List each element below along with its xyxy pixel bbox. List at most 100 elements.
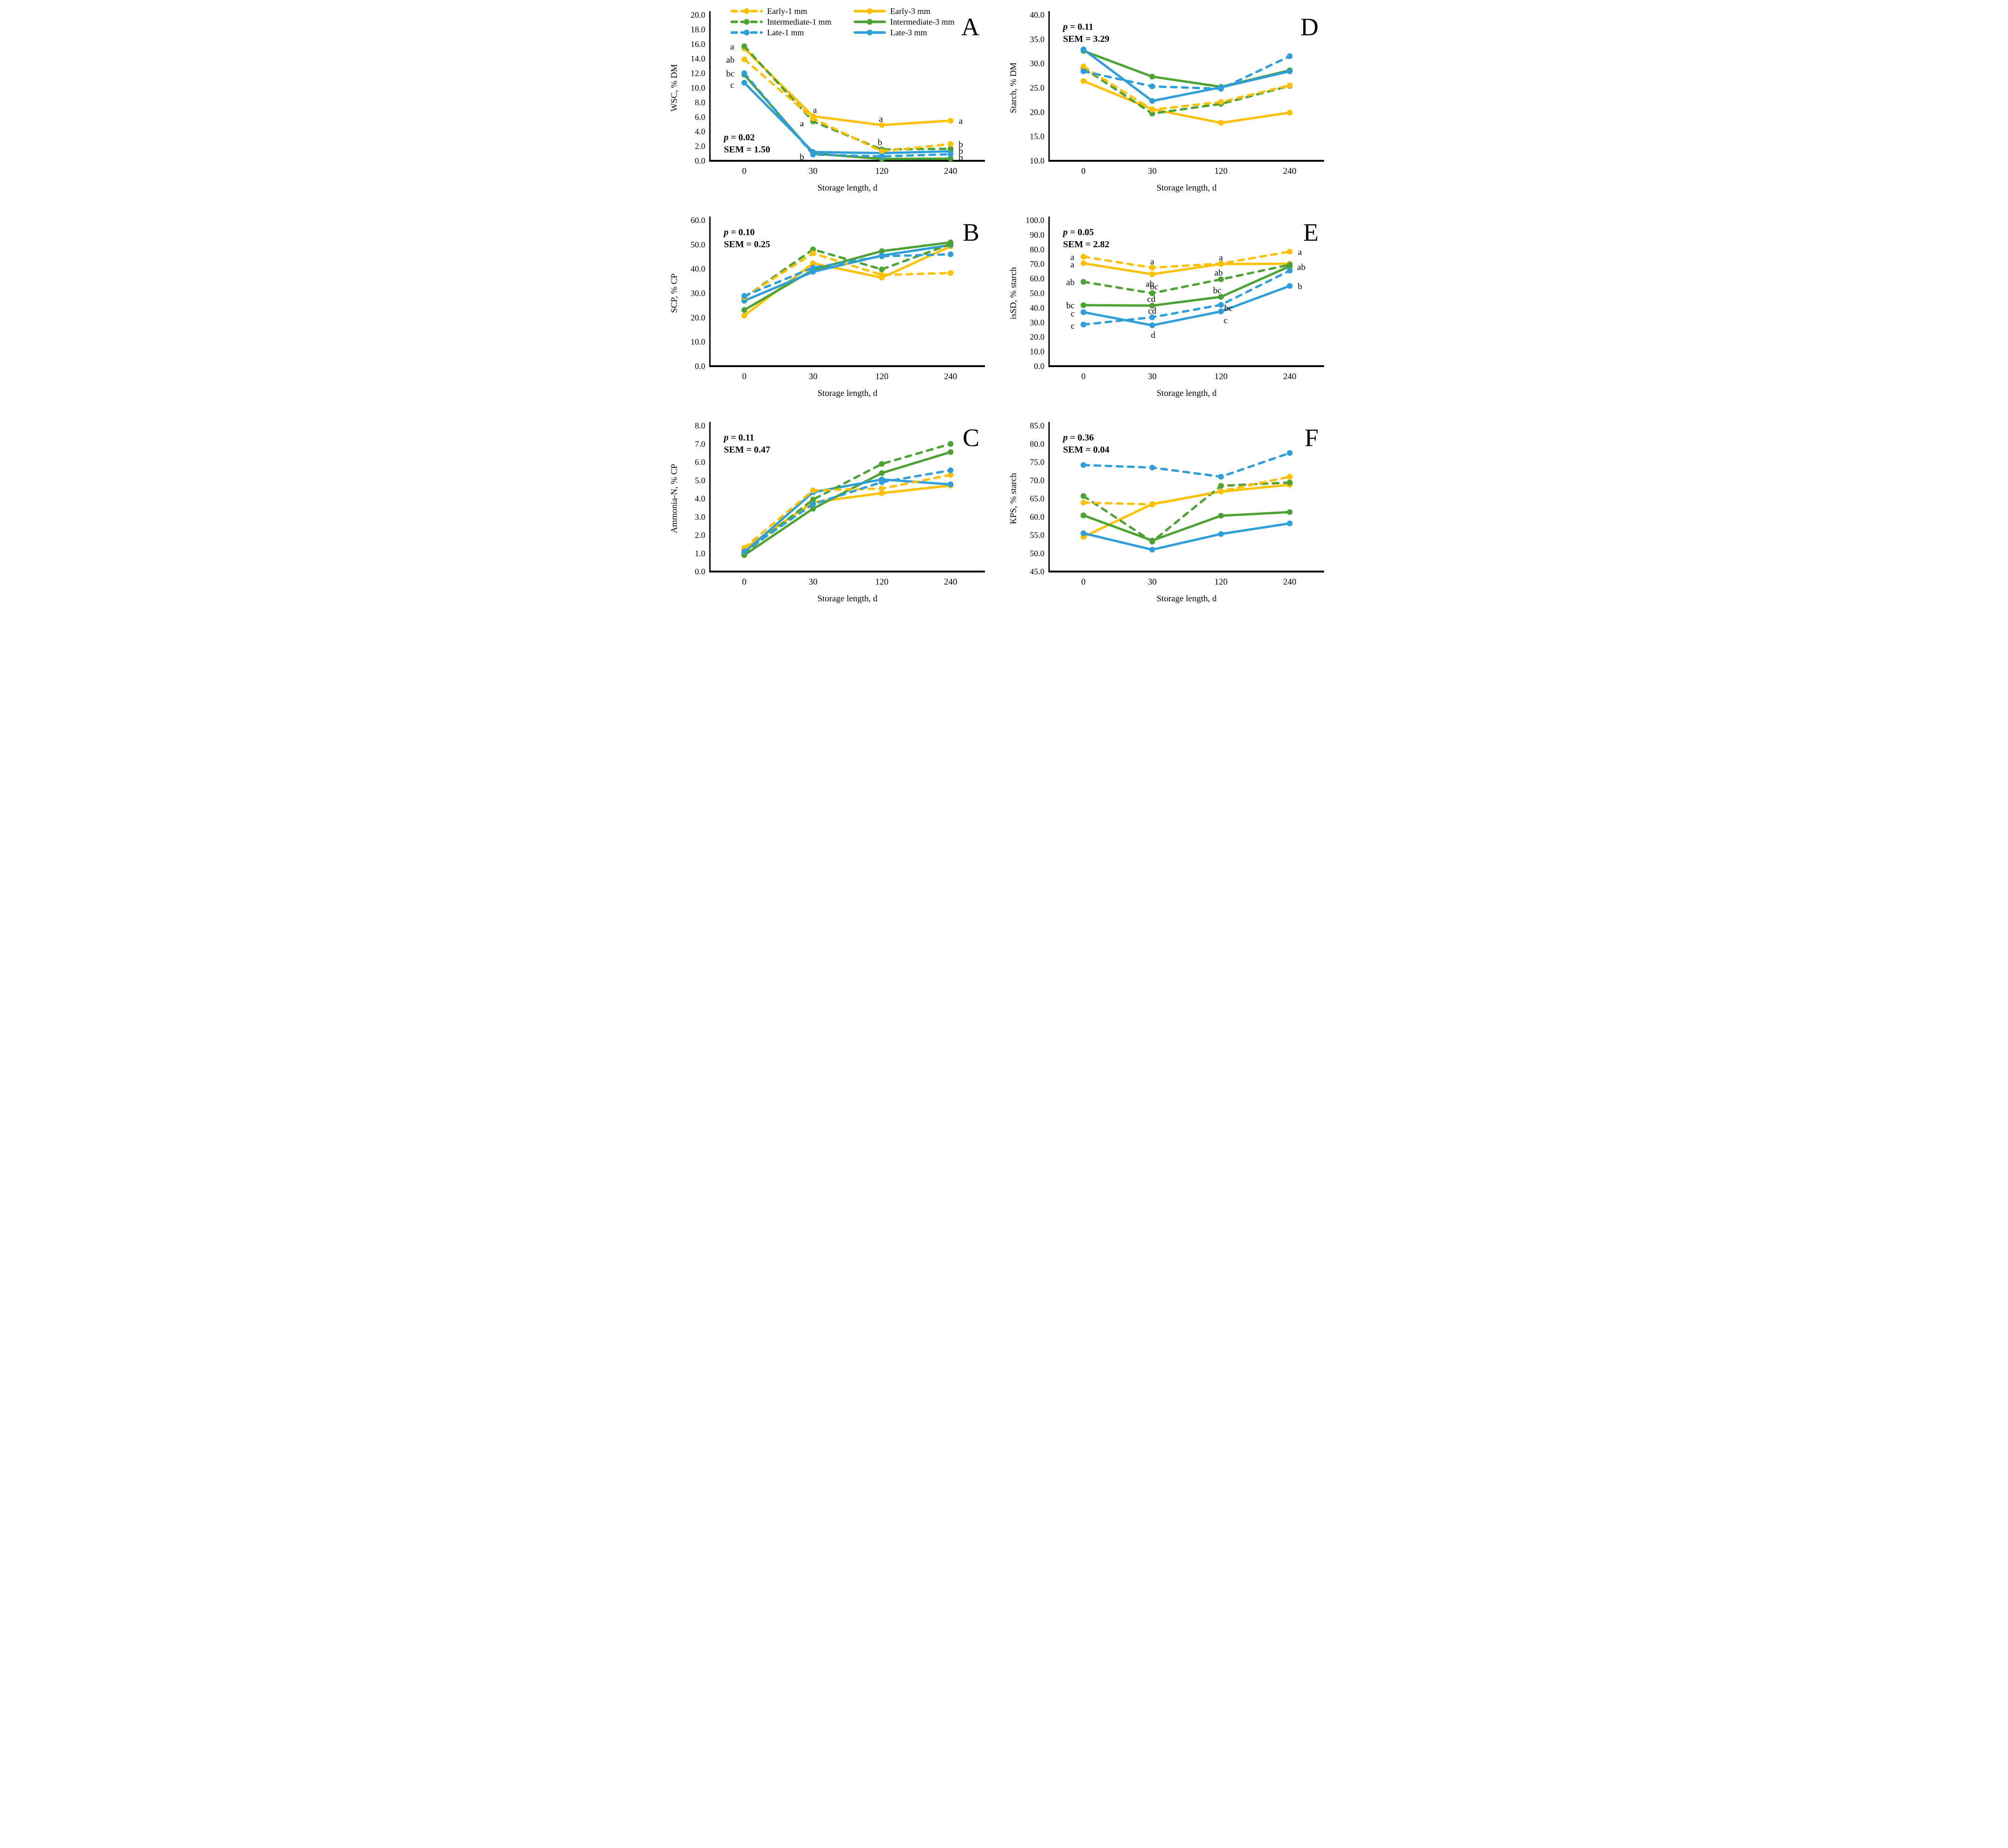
data-point [741,548,748,555]
significance-letter: b [958,140,963,150]
panel-f: 45.0 50.0 55.0 60.0 65.0 70.0 75.0 80.0 85.0 0 30 1… [1006,413,1341,617]
x-axis-title: Storage length, d [817,183,878,193]
y-tick-label: 85.0 [1030,421,1045,430]
x-tick-label: 120 [875,166,889,176]
data-point [1286,450,1293,456]
y-tick-label: 40.0 [691,264,706,274]
legend-swatch-marker [743,19,750,25]
x-tick-label: 0 [742,577,747,587]
series-early-3-mm [741,46,954,128]
data-point [1149,303,1155,309]
y-tick-label: 12.0 [691,69,706,78]
significance-letter: a [1219,253,1223,263]
panel-letter-D: D [1300,13,1319,41]
significance-letter: d [1151,330,1155,340]
data-point [879,490,885,496]
y-tick-label: 40.0 [1030,303,1045,312]
legend-label: Intermediate-1 mm [767,17,831,26]
legend-swatch-marker [743,8,750,14]
sem-value: SEM = 3.29 [1063,34,1109,44]
series-late-3-mm [1080,46,1293,104]
significance-letter: bc [1150,282,1158,292]
y-tick-label: 15.0 [1030,132,1045,141]
data-point [810,264,816,271]
panel-letter-A: A [961,13,979,41]
data-point [1080,68,1087,74]
data-point [1218,483,1224,489]
y-tick-label: 50.0 [691,240,706,249]
x-tick-label: 240 [1283,166,1297,176]
data-point [1286,283,1293,289]
x-tick-label: 0 [1081,577,1086,587]
y-tick-label: 0.0 [695,156,706,165]
series-early-3-mm [1080,481,1293,540]
significance-letter: b [800,152,804,162]
data-point [1080,63,1087,70]
data-point [1080,322,1087,328]
x-tick-label: 240 [944,372,958,381]
data-point [1149,539,1155,545]
chart-F: 45.0 50.0 55.0 60.0 65.0 70.0 75.0 80.0 85.0 0 30 1… [1009,421,1324,604]
x-axis-title: Storage length, d [817,388,878,398]
y-tick-label: 16.0 [691,39,706,49]
data-point [947,481,954,487]
series-early-1-mm [741,472,954,551]
series-late-1-mm [741,467,954,555]
x-axis-title: Storage length, d [1156,594,1217,604]
x-tick-label: 120 [1214,372,1228,381]
data-point [879,470,885,476]
y-tick-label: 8.0 [695,98,706,107]
significance-letter: a [879,114,883,124]
p-value: p = 0.36 [1062,433,1094,443]
axes-F: 45.0 50.0 55.0 60.0 65.0 70.0 75.0 80.0 85.0 0 30 1… [1009,421,1324,604]
x-tick-label: 30 [1148,577,1157,587]
panel-b: 0.0 10.0 20.0 30.0 40.0 50.0 60.0 0 30 120 240 Stor… [667,207,1002,412]
y-tick-label: 40.0 [1030,10,1045,20]
legend-label: Early-3 mm [890,7,930,16]
x-tick-label: 30 [809,166,818,176]
data-point [1218,531,1224,537]
data-point [1286,249,1293,255]
sem-value: SEM = 0.47 [724,445,770,455]
panel-letter-C: C [963,424,979,452]
data-point [1149,314,1155,321]
data-point [1218,276,1224,283]
legend-swatch-marker [866,19,873,25]
y-tick-label: 50.0 [1030,289,1045,298]
sem-value: SEM = 2.82 [1063,239,1109,250]
y-tick-label: 4.0 [695,127,706,136]
data-point [947,441,954,447]
data-point [1080,302,1087,308]
y-tick-label: 100.0 [1026,216,1045,225]
y-tick-label: 2.0 [695,531,706,540]
data-point [1218,302,1224,308]
y-tick-label: 2.0 [695,142,706,151]
x-tick-label: 120 [1214,577,1228,587]
data-point [879,148,885,154]
y-tick-label: 7.0 [695,439,706,448]
series-intermediate-1-mm [1080,65,1293,117]
series-late-3-mm [741,79,954,156]
series-late-3-mm [1080,283,1293,329]
legend-label: Late-1 mm [767,28,804,37]
data-point [1149,465,1155,471]
series-intermediate-1-mm [1080,262,1293,296]
y-tick-label: 8.0 [695,421,706,430]
data-point [810,496,816,503]
data-point [810,506,816,512]
data-point [1149,73,1155,80]
x-tick-label: 120 [875,577,889,587]
p-value: p = 0.11 [723,433,754,443]
significance-letter: bc [1224,303,1233,313]
data-point [1286,82,1293,88]
y-tick-label: 0.0 [695,362,706,371]
significance-letter: a [959,117,963,126]
p-value: p = 0.10 [723,227,755,237]
significance-letter: bc [1213,286,1221,296]
significance-letter: b [958,153,963,163]
y-tick-label: 50.0 [1030,549,1045,558]
data-point [947,467,954,474]
data-point [947,141,954,147]
data-point [1080,512,1087,519]
legend-label: Early-1 mm [767,7,807,16]
